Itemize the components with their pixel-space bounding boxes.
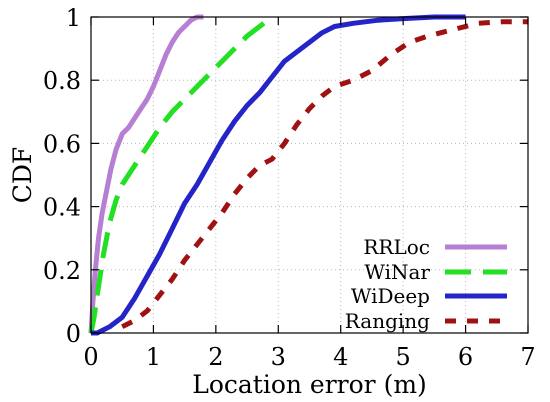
x-tick-label: 3 bbox=[271, 343, 286, 371]
y-tick-label: 0.8 bbox=[43, 67, 81, 95]
x-tick-label: 0 bbox=[83, 343, 98, 371]
x-tick-label: 5 bbox=[396, 343, 411, 371]
legend-label-ranging: Ranging bbox=[345, 309, 430, 333]
series-line-rrloc bbox=[88, 14, 204, 334]
x-tick-label: 1 bbox=[146, 343, 161, 371]
series-lines bbox=[88, 14, 528, 336]
legend-label-wideep: WiDeep bbox=[351, 284, 430, 308]
legend-label-rrloc: RRLoc bbox=[363, 235, 430, 259]
x-tick-label: 7 bbox=[520, 343, 535, 371]
y-tick-label: 0.2 bbox=[43, 257, 81, 285]
x-tick-label: 2 bbox=[208, 343, 223, 371]
y-tick-label: 0.6 bbox=[43, 130, 81, 158]
y-tick-label: 0 bbox=[66, 320, 81, 348]
series-line-ranging bbox=[121, 19, 528, 329]
series-line-winar bbox=[88, 15, 274, 334]
y-tick-label: 0.4 bbox=[43, 194, 81, 222]
y-axis-label: CDF bbox=[8, 147, 37, 204]
axes bbox=[90, 16, 529, 334]
legend-label-winar: WiNar bbox=[364, 260, 430, 284]
tick-labels: 0 1 2 3 4 5 6 7 0 0.2 0.4 0.6 0.8 1 bbox=[43, 4, 536, 371]
x-tick-label: 6 bbox=[458, 343, 473, 371]
plot-frame bbox=[90, 16, 529, 334]
x-axis-label: Location error (m) bbox=[192, 370, 427, 399]
series-line-wideep bbox=[91, 14, 466, 336]
grid bbox=[90, 16, 529, 334]
y-tick-label: 1 bbox=[66, 4, 81, 32]
x-tick-label: 4 bbox=[333, 343, 348, 371]
